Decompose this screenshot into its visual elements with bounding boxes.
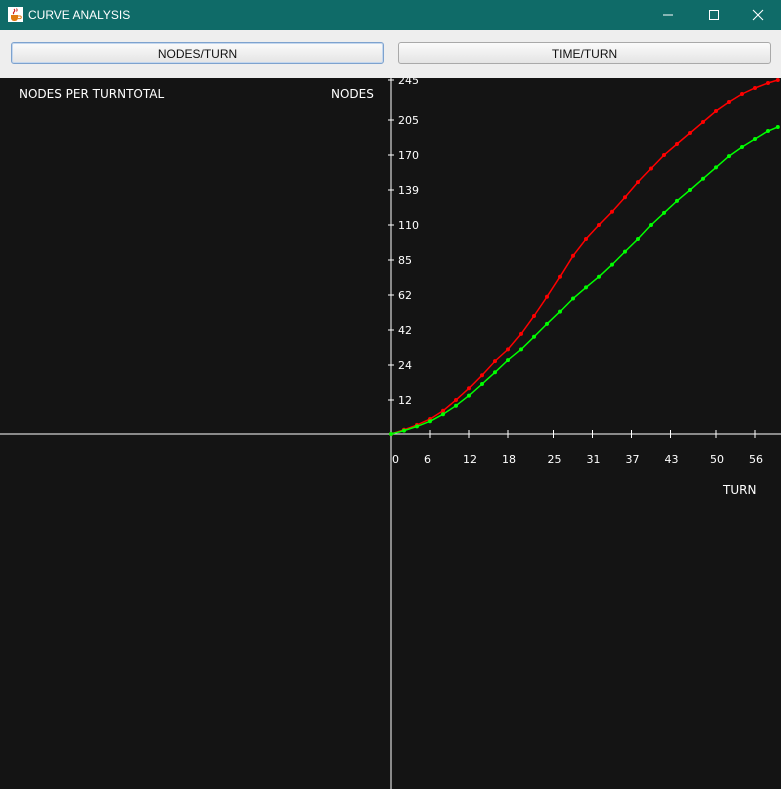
- series-point-1: [532, 334, 536, 339]
- y-tick-label: 24: [398, 359, 412, 372]
- line-chart: 12 24 42 62 85 110 139 170 205 245 0 6 12 18 25 31 37 43 5…: [0, 78, 781, 789]
- series-point-0: [740, 92, 744, 96]
- maximize-icon: [709, 10, 719, 20]
- nodes-turn-button[interactable]: NODES/TURN: [11, 42, 384, 64]
- series-point-1: [545, 321, 549, 326]
- series-point-0: [532, 314, 536, 318]
- series-point-0: [584, 237, 588, 241]
- y-tick-label: 170: [398, 149, 419, 162]
- y-tick-label: 110: [398, 219, 419, 232]
- y-tick-label: 205: [398, 114, 419, 127]
- java-cup-icon: [8, 7, 23, 22]
- minimize-icon: [663, 14, 673, 16]
- x-tick-label: 25: [548, 453, 562, 466]
- series-point-1: [662, 210, 666, 215]
- series-point-0: [688, 131, 692, 135]
- series-point-0: [701, 120, 705, 124]
- plot-area: 12 24 42 62 85 110 139 170 205 245 0 6 12 18 25 31 37 43 5…: [0, 78, 781, 789]
- minimize-button[interactable]: [645, 0, 691, 30]
- series-point-1: [415, 424, 419, 429]
- series-point-0: [662, 153, 666, 157]
- series-point-1: [714, 165, 718, 170]
- series-point-1: [766, 129, 770, 133]
- series-point-0: [545, 294, 549, 299]
- series-point-1: [493, 370, 497, 375]
- series-point-0: [727, 100, 731, 104]
- series-point-1: [467, 393, 471, 398]
- y-tick-label: 139: [398, 184, 419, 197]
- title-bar: CURVE ANALYSIS: [0, 0, 781, 30]
- series-point-1: [480, 382, 484, 386]
- series-point-1: [402, 428, 406, 433]
- series-point-0: [775, 78, 780, 82]
- series-point-1: [636, 237, 640, 241]
- toolbar: NODES/TURN TIME/TURN: [0, 30, 781, 78]
- series-point-1: [740, 145, 744, 149]
- series-line-1: [390, 126, 779, 435]
- maximize-button[interactable]: [691, 0, 737, 30]
- y-tick-label: 62: [398, 289, 412, 302]
- x-tick-label: 56: [749, 453, 763, 466]
- series-point-0: [766, 81, 770, 85]
- series-point-0: [493, 359, 497, 364]
- series-point-0: [753, 86, 757, 90]
- x-tick-label: 0: [392, 453, 399, 466]
- series-point-1: [519, 347, 523, 352]
- series-point-1: [454, 403, 458, 408]
- series-point-0: [558, 274, 562, 279]
- series-point-0: [714, 109, 718, 113]
- series-point-1: [597, 274, 601, 279]
- series-point-1: [584, 285, 588, 290]
- series-point-1: [701, 176, 705, 181]
- series-point-1: [753, 137, 757, 141]
- x-tick-label: 50: [710, 453, 724, 466]
- chart-left-label: NODES PER TURNTOTAL: [19, 87, 165, 101]
- series-point-1: [571, 296, 575, 301]
- x-tick-label: 18: [502, 453, 516, 466]
- series-point-1: [506, 358, 510, 363]
- series-point-0: [519, 331, 523, 336]
- y-axis-label: NODES: [331, 87, 374, 101]
- series-point-1: [688, 188, 692, 192]
- y-tick-label: 42: [398, 324, 412, 337]
- series-line-0: [390, 79, 779, 435]
- series-point-0: [636, 180, 640, 185]
- series-point-0: [649, 166, 653, 171]
- series-point-0: [623, 195, 627, 200]
- x-tick-label: 6: [424, 453, 431, 466]
- series-point-0: [506, 347, 510, 352]
- series-point-1: [675, 198, 679, 203]
- series-point-0: [597, 223, 601, 227]
- series-point-1: [727, 154, 731, 159]
- series-point-0: [454, 398, 458, 402]
- x-tick-label: 12: [463, 453, 477, 466]
- series-point-1: [649, 223, 653, 227]
- y-tick-label: 245: [398, 78, 419, 87]
- series-point-0: [467, 386, 471, 391]
- series-point-1: [610, 262, 614, 267]
- series-point-0: [441, 408, 445, 413]
- series-point-1: [441, 412, 445, 417]
- series-point-0: [571, 253, 575, 258]
- x-tick-label: 37: [626, 453, 640, 466]
- series-point-1: [558, 309, 562, 314]
- x-tick-label: 31: [587, 453, 601, 466]
- close-icon: [752, 9, 764, 21]
- series-point-1: [623, 249, 627, 254]
- y-tick-label: 85: [398, 254, 412, 267]
- y-tick-label: 12: [398, 394, 412, 407]
- series-point-0: [480, 373, 484, 378]
- series-point-0: [610, 209, 614, 214]
- x-tick-label: 43: [665, 453, 679, 466]
- close-button[interactable]: [735, 0, 781, 30]
- time-turn-button[interactable]: TIME/TURN: [398, 42, 771, 64]
- series-point-1: [428, 419, 432, 424]
- series-point-1: [389, 432, 393, 436]
- x-axis-label: TURN: [723, 483, 757, 497]
- window-title: CURVE ANALYSIS: [28, 8, 131, 22]
- series-point-0: [675, 142, 679, 146]
- series-point-1: [775, 125, 780, 129]
